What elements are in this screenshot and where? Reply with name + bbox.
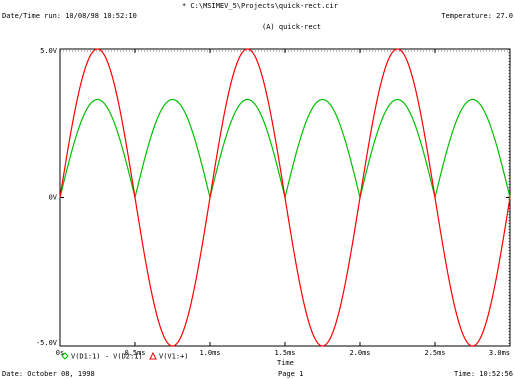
y-tick-label: 0V xyxy=(49,194,58,202)
series-line-source xyxy=(59,48,511,347)
x-tick-label: 2.0ms xyxy=(349,349,370,357)
tick-labels: 0s 0.5ms 1.0ms 1.5ms 2.0ms 2.5ms 3.0ms 5.0V 0V -5… xyxy=(36,47,510,357)
legend-label-source: V(V1:+) xyxy=(159,353,189,361)
y-tick-label: 5.0V xyxy=(40,47,58,55)
x-tick-label: 1.0ms xyxy=(199,349,220,357)
x-tick-label: 3.0ms xyxy=(489,349,510,357)
legend: V(D1:1) - V(D2:1) V(V1:+) xyxy=(61,351,189,361)
y-tick-label: -5.0V xyxy=(36,339,58,347)
x-tick-label: 2.5ms xyxy=(424,349,445,357)
x-axis-label: Time xyxy=(277,359,294,367)
legend-label-rectified: V(D1:1) - V(D2:1) xyxy=(71,353,143,361)
footer-date: Date: October 08, 1998 xyxy=(2,370,95,378)
x-tick-label: 0.5ms xyxy=(124,349,145,357)
footer-page: Page 1 xyxy=(278,370,304,378)
date-time-run: Date/Time run: 10/08/98 10:52:10 xyxy=(2,12,137,20)
legend-triangle-icon xyxy=(149,351,157,360)
x-tick-label: 0s xyxy=(56,349,64,357)
file-path: * C:\MSIMEV_5\Projects\quick-rect.cir xyxy=(182,2,338,10)
temperature: Temperature: 27.0 xyxy=(441,12,513,20)
axis-ticks xyxy=(59,48,511,347)
x-tick-label: 1.5ms xyxy=(274,349,295,357)
plot-title: (A) quick-rect xyxy=(262,23,322,31)
legend-diamond-icon xyxy=(61,352,69,360)
footer-time: Time: 10:52:56 xyxy=(453,370,513,378)
